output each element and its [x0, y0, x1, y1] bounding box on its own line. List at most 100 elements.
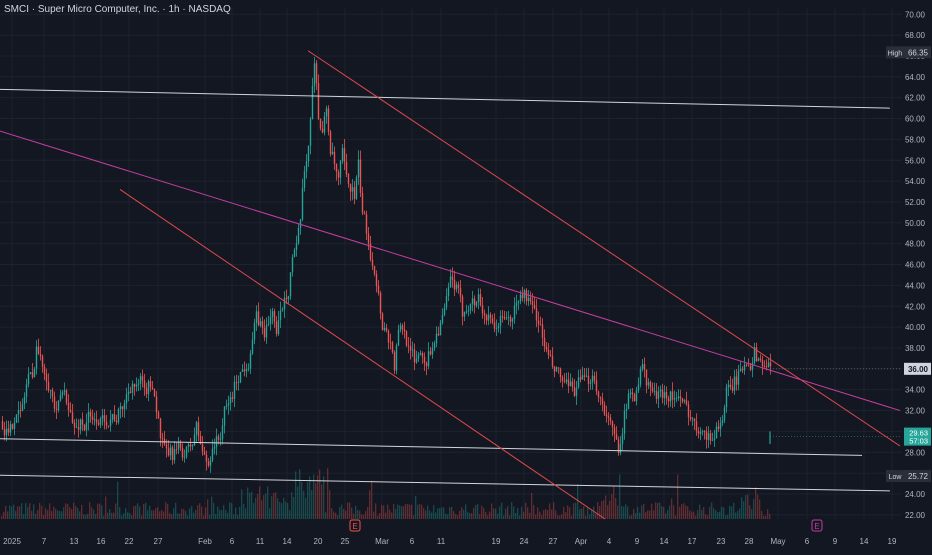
- volume-bar: [731, 506, 733, 519]
- candle-body: [13, 422, 16, 429]
- candle-body: [273, 311, 276, 322]
- x-tick-label: 25: [341, 537, 350, 546]
- candle-body: [763, 366, 766, 367]
- candle-body: [379, 293, 382, 314]
- candle-body: [219, 439, 222, 440]
- candle-body: [173, 449, 176, 461]
- candle-body: [677, 396, 680, 399]
- drawn-trendlines: [0, 50, 901, 520]
- volume-bar: [517, 508, 519, 519]
- x-axis-bg: [0, 533, 932, 550]
- volume-bar: [459, 510, 461, 519]
- candle-body: [691, 418, 694, 420]
- y-tick-label: 44.00: [905, 281, 926, 290]
- volume-bar: [23, 514, 25, 519]
- candle-body: [377, 285, 380, 294]
- candle-body: [239, 371, 242, 383]
- volume-bar: [663, 506, 665, 519]
- volume-bar: [271, 496, 273, 519]
- candle-body: [357, 159, 360, 178]
- interval-label[interactable]: 1h: [168, 4, 180, 15]
- volume-bar: [281, 503, 283, 519]
- candle-body: [247, 368, 250, 370]
- candle-body: [567, 379, 570, 387]
- candle-body: [97, 422, 100, 425]
- volume-bar: [701, 509, 703, 519]
- candle-body: [375, 274, 378, 286]
- candle-body: [281, 309, 284, 311]
- volume-bar: [675, 515, 677, 519]
- volume-bar: [317, 475, 319, 519]
- volume-bar: [467, 511, 469, 519]
- candle-body: [171, 447, 174, 461]
- candle-body: [63, 390, 66, 393]
- candle-body: [651, 387, 654, 392]
- volume-bar: [83, 514, 85, 519]
- volume-bar: [289, 510, 291, 519]
- candle-body: [279, 310, 282, 321]
- volume-bar: [599, 505, 601, 519]
- volume-bar: [39, 502, 41, 519]
- volume-bar: [749, 505, 751, 519]
- candle-body: [145, 387, 148, 395]
- x-tick-label: 23: [717, 537, 726, 546]
- volume-bar: [665, 513, 667, 519]
- volume-bar: [401, 506, 403, 519]
- volume-bar: [313, 474, 315, 519]
- candle-body: [203, 451, 206, 455]
- volume-bar: [641, 505, 643, 519]
- candle-body: [501, 316, 504, 317]
- y-tick-label: 58.00: [905, 135, 926, 144]
- candle-body: [67, 402, 70, 410]
- volume-bar: [201, 506, 203, 519]
- candle-body: [535, 308, 538, 321]
- volume-bar: [717, 512, 719, 519]
- y-tick-label: 40.00: [905, 323, 926, 332]
- trendline-mid-horizontal: [0, 438, 863, 456]
- candle-body: [453, 279, 456, 290]
- volume-bar: [493, 508, 495, 519]
- candle-body: [21, 404, 24, 411]
- candle-body: [709, 433, 712, 441]
- candle-body: [665, 392, 668, 399]
- candle-body: [257, 311, 260, 326]
- volume-bar: [195, 509, 197, 519]
- volume-bar: [139, 506, 141, 519]
- y-axis-bg: [902, 0, 932, 550]
- x-tick-label: 28: [745, 537, 754, 546]
- last-price-tag: 36.00: [908, 365, 929, 374]
- volume-bar: [659, 502, 661, 519]
- candle-body: [441, 314, 444, 323]
- candle-body: [641, 364, 644, 369]
- volume-bar: [265, 493, 267, 519]
- volume-bar: [617, 505, 619, 519]
- volume-bar: [153, 510, 155, 519]
- symbol-label[interactable]: SMCI: [4, 4, 29, 15]
- candle-body: [735, 376, 738, 385]
- trendline-long-trend: [0, 130, 901, 412]
- candle-body: [59, 394, 62, 401]
- candle-body: [215, 436, 218, 447]
- candle-body: [317, 83, 320, 119]
- candle-body: [249, 353, 252, 369]
- candle-body: [539, 324, 542, 326]
- candle-body: [661, 389, 664, 398]
- candle-body: [749, 366, 752, 370]
- volume-bar: [767, 509, 769, 519]
- candle-body: [769, 362, 772, 367]
- volume-bar: [377, 515, 379, 519]
- candle-body: [727, 384, 730, 388]
- candle-body: [115, 420, 118, 423]
- candle-body: [581, 375, 584, 380]
- x-tick-label: 11: [256, 537, 265, 546]
- volume-bar: [495, 508, 497, 519]
- candle-body: [7, 428, 10, 433]
- volume-bar: [645, 512, 647, 519]
- volume-bar: [183, 508, 185, 519]
- candle-body: [647, 382, 650, 386]
- volume-bar: [319, 469, 321, 519]
- volume-bar: [743, 501, 745, 519]
- volume-bar: [577, 483, 579, 519]
